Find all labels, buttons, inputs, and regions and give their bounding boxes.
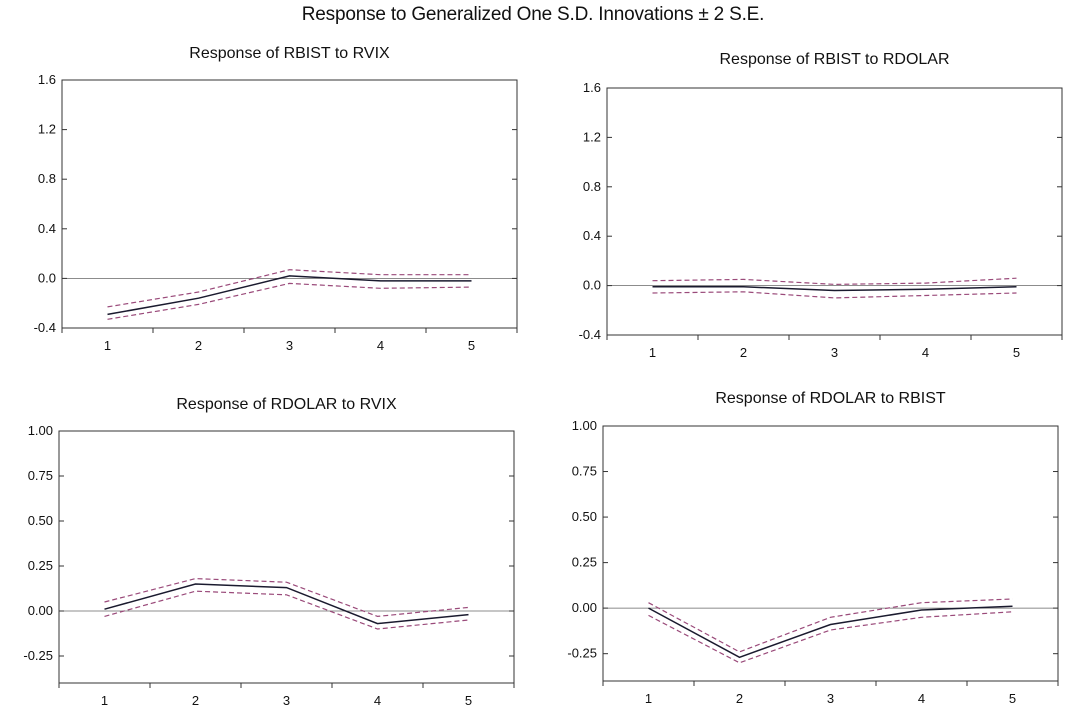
y-tick-label: 0.75 (572, 464, 597, 479)
plot-frame (61, 79, 518, 329)
lower-band-line (652, 291, 1017, 299)
x-tick-label: 3 (286, 338, 293, 353)
y-tick-label: 0.0 (38, 270, 56, 285)
y-tick-label: -0.25 (23, 648, 53, 663)
y-tick-label: 0.4 (583, 228, 601, 243)
y-tick-label: 0.00 (572, 600, 597, 615)
y-tick-label: 0.50 (28, 513, 53, 528)
upper-band-line (652, 277, 1017, 286)
response-line (107, 275, 472, 316)
x-tick-label: 5 (1009, 691, 1016, 706)
plot-frame (602, 425, 1059, 682)
x-tick-label: 1 (104, 338, 111, 353)
response-line (652, 286, 1017, 292)
plot-frame (58, 430, 515, 684)
y-tick-label: -0.4 (34, 320, 56, 335)
y-tick-label: 0.00 (28, 603, 53, 618)
x-tick-label: 3 (827, 691, 834, 706)
y-tick-label: 1.2 (38, 122, 56, 137)
x-tick-label: 2 (740, 345, 747, 360)
y-tick-label: 1.6 (38, 72, 56, 87)
panel-title: Response of RBIST to RVIX (189, 45, 390, 62)
lower-band-line (107, 282, 472, 320)
upper-band-line (648, 598, 1013, 653)
x-tick-label: 4 (918, 691, 925, 706)
y-tick-label: 1.00 (572, 418, 597, 433)
x-tick-label: 1 (649, 345, 656, 360)
response-line (104, 583, 469, 625)
y-tick-label: 1.00 (28, 423, 53, 438)
plot-frame (606, 87, 1063, 336)
y-tick-label: 0.50 (572, 509, 597, 524)
y-tick-label: 1.6 (583, 80, 601, 95)
lower-band-line (648, 611, 1013, 664)
x-tick-label: 3 (283, 693, 290, 706)
upper-band-line (104, 577, 469, 618)
x-tick-label: 4 (922, 345, 929, 360)
panel-1: Response of RBIST to RVIX -0.4 0.0 0.4 0.8 1.… (34, 45, 518, 353)
y-tick-label: 0.75 (28, 468, 53, 483)
panel-title: Response of RDOLAR to RVIX (176, 396, 397, 413)
panel-2: Response of RBIST to RDOLAR -0.4 0.0 0.4 0.8… (579, 51, 1063, 360)
panel-4: Response of RDOLAR to RBIST -0.25 0.00 0.25… (567, 390, 1059, 706)
response-line (648, 605, 1013, 659)
x-tick-label: 4 (374, 693, 381, 706)
figure-title: Response to Generalized One S.D. Innovat… (301, 4, 765, 25)
panel-3: Response of RDOLAR to RVIX -0.25 0.00 0.25 0… (23, 396, 515, 706)
x-tick-label: 5 (468, 338, 475, 353)
y-tick-label: 0.8 (38, 171, 56, 186)
lower-band-line (104, 590, 469, 630)
x-tick-label: 3 (831, 345, 838, 360)
x-tick-label: 5 (1013, 345, 1020, 360)
y-tick-label: -0.25 (567, 646, 597, 661)
y-tick-label: 0.25 (572, 555, 597, 570)
x-tick-label: 2 (192, 693, 199, 706)
x-tick-label: 2 (195, 338, 202, 353)
panel-title: Response of RDOLAR to RBIST (715, 390, 946, 407)
x-tick-label: 1 (645, 691, 652, 706)
y-tick-label: -0.4 (579, 327, 601, 342)
panel-title: Response of RBIST to RDOLAR (719, 51, 949, 68)
y-tick-label: 1.2 (583, 129, 601, 144)
x-tick-label: 5 (465, 693, 472, 706)
y-tick-label: 0.8 (583, 179, 601, 194)
y-tick-label: 0.0 (583, 278, 601, 293)
upper-band-line (107, 269, 472, 308)
x-tick-label: 2 (736, 691, 743, 706)
x-tick-label: 1 (101, 693, 108, 706)
x-tick-label: 4 (377, 338, 384, 353)
y-tick-label: 0.25 (28, 558, 53, 573)
y-tick-label: 0.4 (38, 221, 56, 236)
